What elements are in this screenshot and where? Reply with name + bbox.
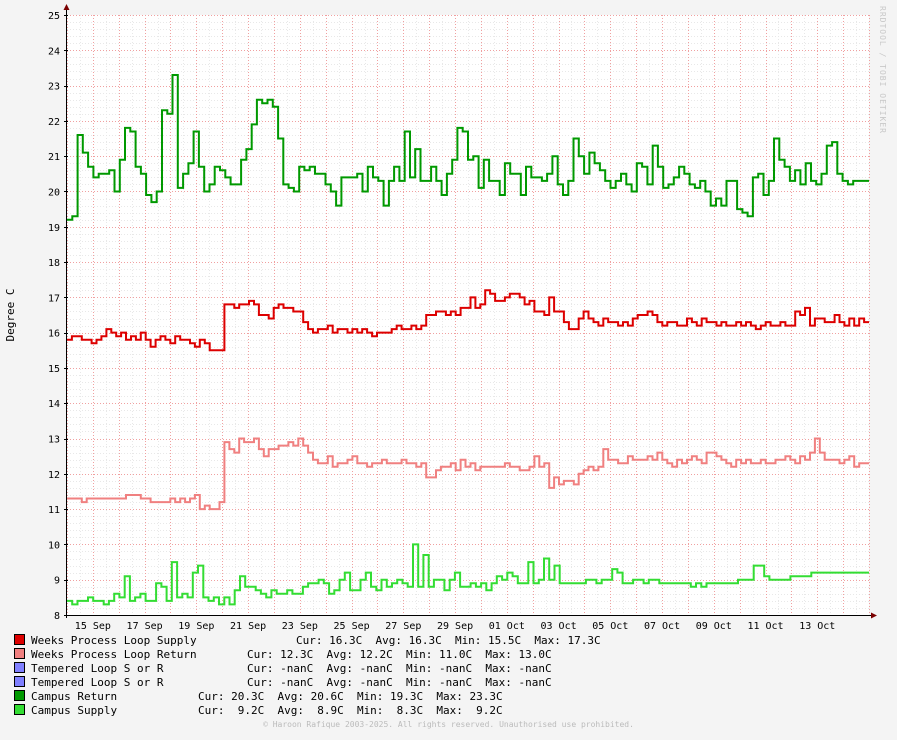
copyright-notice: © Haroon Rafique 2003-2025. All rights r… xyxy=(263,720,634,729)
legend-swatch xyxy=(14,648,25,659)
legend-entry: Tempered Loop S or R Cur: -nanC Avg: -nan… xyxy=(14,676,552,690)
series-line xyxy=(67,289,869,352)
series-line xyxy=(67,74,869,221)
series-line xyxy=(67,437,869,511)
legend-stats: Cur: 20.3C Avg: 20.6C Min: 19.3C Max: 23… xyxy=(198,690,503,703)
series-line xyxy=(67,543,869,606)
legend-entry: Campus Supply Cur: 9.2C Avg: 8.9C Min: 8.… xyxy=(14,704,503,718)
legend-entry: Campus Return Cur: 20.3C Avg: 20.6C Min: … xyxy=(14,690,503,704)
legend-stats: Cur: 9.2C Avg: 8.9C Min: 8.3C Max: 9.2C xyxy=(198,704,503,717)
x-tick-label: 21 Sep xyxy=(230,621,266,632)
legend-stats: Cur: 16.3C Avg: 16.3C Min: 15.5C Max: 17… xyxy=(296,634,601,647)
legend-series-name: Weeks Process Loop Supply xyxy=(31,634,197,647)
legend-series-name: Tempered Loop S or R xyxy=(31,676,164,689)
y-tick-label: 10 xyxy=(48,540,60,551)
y-tick-label: 11 xyxy=(48,505,60,516)
legend-series-name: Tempered Loop S or R xyxy=(31,662,164,675)
x-tick-label: 15 Sep xyxy=(75,621,111,632)
legend-swatch xyxy=(14,634,25,645)
y-tick-label: 16 xyxy=(48,329,60,340)
legend-series-name: Weeks Process Loop Return xyxy=(31,648,197,661)
x-tick-label: 03 Oct xyxy=(540,621,576,632)
x-tick-label: 29 Sep xyxy=(437,621,473,632)
legend-entry: Weeks Process Loop Supply Cur: 16.3C Avg:… xyxy=(14,634,601,648)
y-tick-label: 17 xyxy=(48,293,60,304)
y-tick-label: 12 xyxy=(48,470,60,481)
x-tick-label: 25 Sep xyxy=(334,621,370,632)
x-tick-label: 17 Sep xyxy=(127,621,163,632)
x-tick-label: 19 Sep xyxy=(178,621,214,632)
x-tick-label: 09 Oct xyxy=(696,621,732,632)
y-tick-label: 19 xyxy=(48,223,60,234)
y-tick-label: 14 xyxy=(48,399,60,410)
legend-stats: Cur: 12.3C Avg: 12.2C Min: 11.0C Max: 13… xyxy=(247,648,552,661)
legend-entry: Weeks Process Loop Return Cur: 12.3C Avg:… xyxy=(14,648,552,662)
x-axis-arrow xyxy=(871,612,877,619)
x-tick-label: 07 Oct xyxy=(644,621,680,632)
y-axis-label: Degree C xyxy=(4,289,17,342)
legend-swatch xyxy=(14,704,25,715)
y-tick-label: 18 xyxy=(48,258,60,269)
y-tick-label: 25 xyxy=(48,11,60,22)
x-tick-label: 11 Oct xyxy=(747,621,783,632)
legend-stats: Cur: -nanC Avg: -nanC Min: -nanC Max: -n… xyxy=(247,676,552,689)
x-tick-label: 13 Oct xyxy=(799,621,835,632)
watermark: RRDTOOL / TOBI OETIKER xyxy=(878,6,887,134)
x-tick-label: 27 Sep xyxy=(385,621,421,632)
legend-swatch xyxy=(14,690,25,701)
y-tick-label: 13 xyxy=(48,435,60,446)
y-tick-labels: 8 9 10 11 12 13 14 15 16 17 18 19 20 21 22 23 24 25 xyxy=(48,11,60,622)
x-tick-label: 05 Oct xyxy=(592,621,628,632)
legend-series-name: Campus Supply xyxy=(31,704,118,717)
y-tick-label: 24 xyxy=(48,46,60,57)
axes xyxy=(63,4,877,619)
series-lines xyxy=(67,74,869,606)
x-tick-label: 01 Oct xyxy=(489,621,525,632)
legend-entry: Tempered Loop S or R Cur: -nanC Avg: -nan… xyxy=(14,662,552,676)
x-tick-label: 23 Sep xyxy=(282,621,318,632)
legend-swatch xyxy=(14,676,25,687)
grid-lines xyxy=(67,15,870,616)
y-tick-label: 20 xyxy=(48,187,60,198)
y-tick-label: 22 xyxy=(48,117,60,128)
legend-series-name: Campus Return xyxy=(31,690,118,703)
y-tick-label: 23 xyxy=(48,82,60,93)
legend-swatch xyxy=(14,662,25,673)
legend-stats: Cur: -nanC Avg: -nanC Min: -nanC Max: -n… xyxy=(247,662,552,675)
y-axis-arrow xyxy=(63,4,70,10)
y-tick-label: 15 xyxy=(48,364,60,375)
x-tick-labels: 15 Sep 17 Sep 19 Sep 21 Sep 23 Sep 25 Sep 27 S… xyxy=(75,621,836,632)
y-tick-label: 8 xyxy=(54,611,60,622)
y-tick-label: 9 xyxy=(54,576,60,587)
y-tick-label: 21 xyxy=(48,152,60,163)
